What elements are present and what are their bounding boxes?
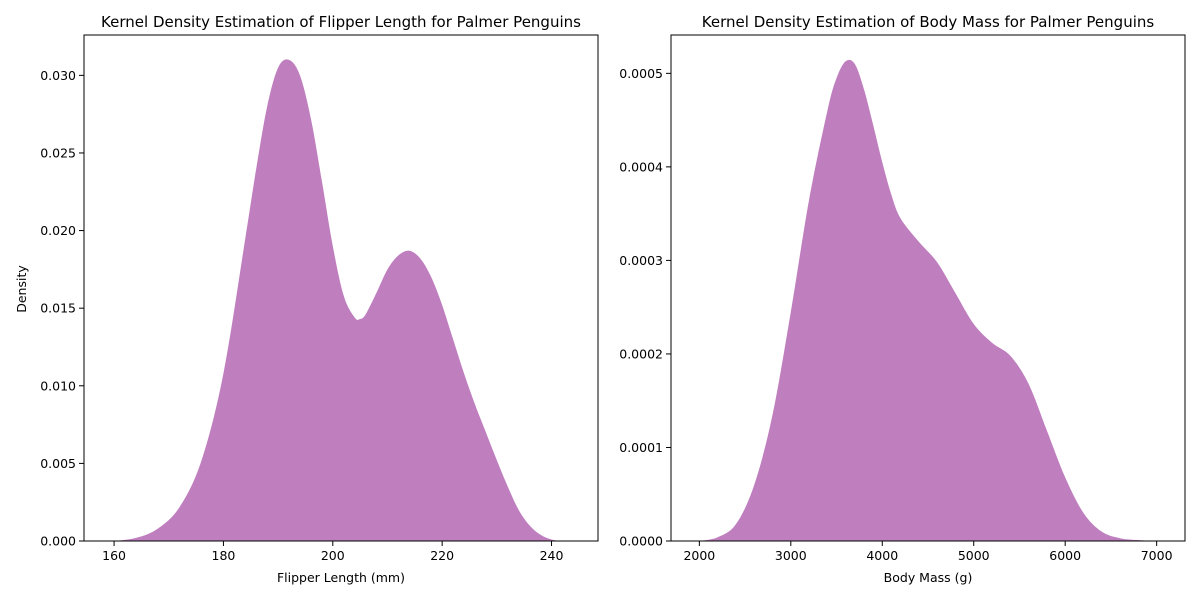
x-tick-label: 6000 [1049, 548, 1081, 563]
x-axis-ticks: 160 180 200 220 240 [102, 541, 563, 563]
chart-title: Kernel Density Estimation of Body Mass f… [702, 13, 1155, 31]
y-tick-label: 0.020 [40, 223, 76, 238]
y-tick-label: 0.010 [40, 378, 76, 393]
y-tick-label: 0.015 [40, 301, 76, 316]
y-tick-label: 0.000 [40, 534, 76, 549]
chart-flipper-length: Kernel Density Estimation of Flipper Len… [14, 13, 599, 585]
x-tick-label: 160 [102, 548, 126, 563]
y-axis-ticks: 0.0000 0.0001 0.0002 0.0003 0.0004 0.0005 [619, 66, 671, 549]
x-tick-label: 2000 [683, 548, 715, 563]
x-tick-label: 220 [430, 548, 454, 563]
chart-title: Kernel Density Estimation of Flipper Len… [101, 13, 581, 31]
y-tick-label: 0.0004 [619, 159, 663, 174]
x-tick-label: 200 [321, 548, 345, 563]
y-axis-ticks: 0.000 0.005 0.010 0.015 0.020 0.025 0.030 [40, 68, 84, 549]
y-tick-label: 0.0005 [619, 66, 663, 81]
y-tick-label: 0.005 [40, 456, 76, 471]
plot-frame [670, 34, 1186, 542]
y-tick-label: 0.025 [40, 145, 76, 160]
y-tick-label: 0.0000 [619, 534, 663, 549]
y-axis-label: Density [14, 265, 29, 313]
chart-body-mass: Kernel Density Estimation of Body Mass f… [619, 13, 1186, 585]
x-tick-label: 180 [212, 548, 236, 563]
y-tick-label: 0.0003 [619, 253, 663, 268]
x-tick-label: 7000 [1141, 548, 1173, 563]
x-tick-label: 240 [540, 548, 564, 563]
density-area [699, 59, 1157, 542]
density-area [114, 59, 574, 541]
x-axis-label: Flipper Length (mm) [277, 570, 405, 585]
x-tick-label: 4000 [866, 548, 898, 563]
y-tick-label: 0.030 [40, 68, 76, 83]
plot-frame [83, 34, 599, 542]
y-tick-label: 0.0001 [619, 440, 663, 455]
x-tick-label: 5000 [958, 548, 990, 563]
x-axis-label: Body Mass (g) [884, 570, 973, 585]
x-axis-ticks: 2000 3000 4000 5000 6000 7000 [683, 541, 1173, 563]
x-tick-label: 3000 [775, 548, 807, 563]
y-tick-label: 0.0002 [619, 346, 663, 361]
